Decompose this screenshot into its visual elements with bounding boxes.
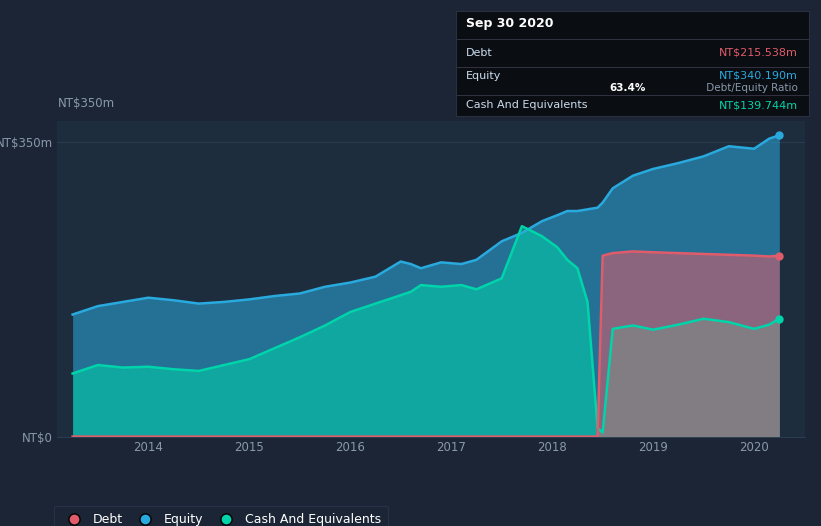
Text: 63.4%: 63.4% [609, 83, 645, 94]
Text: Equity: Equity [466, 70, 502, 81]
Text: NT$215.538m: NT$215.538m [719, 47, 798, 58]
Text: NT$139.744m: NT$139.744m [719, 100, 798, 110]
Text: NT$340.190m: NT$340.190m [719, 70, 798, 81]
Text: Sep 30 2020: Sep 30 2020 [466, 17, 553, 29]
Text: Debt: Debt [466, 47, 493, 58]
Text: Cash And Equivalents: Cash And Equivalents [466, 100, 588, 110]
Text: Debt/Equity Ratio: Debt/Equity Ratio [704, 83, 798, 94]
Legend: Debt, Equity, Cash And Equivalents: Debt, Equity, Cash And Equivalents [53, 506, 388, 526]
Text: NT$350m: NT$350m [57, 97, 115, 110]
